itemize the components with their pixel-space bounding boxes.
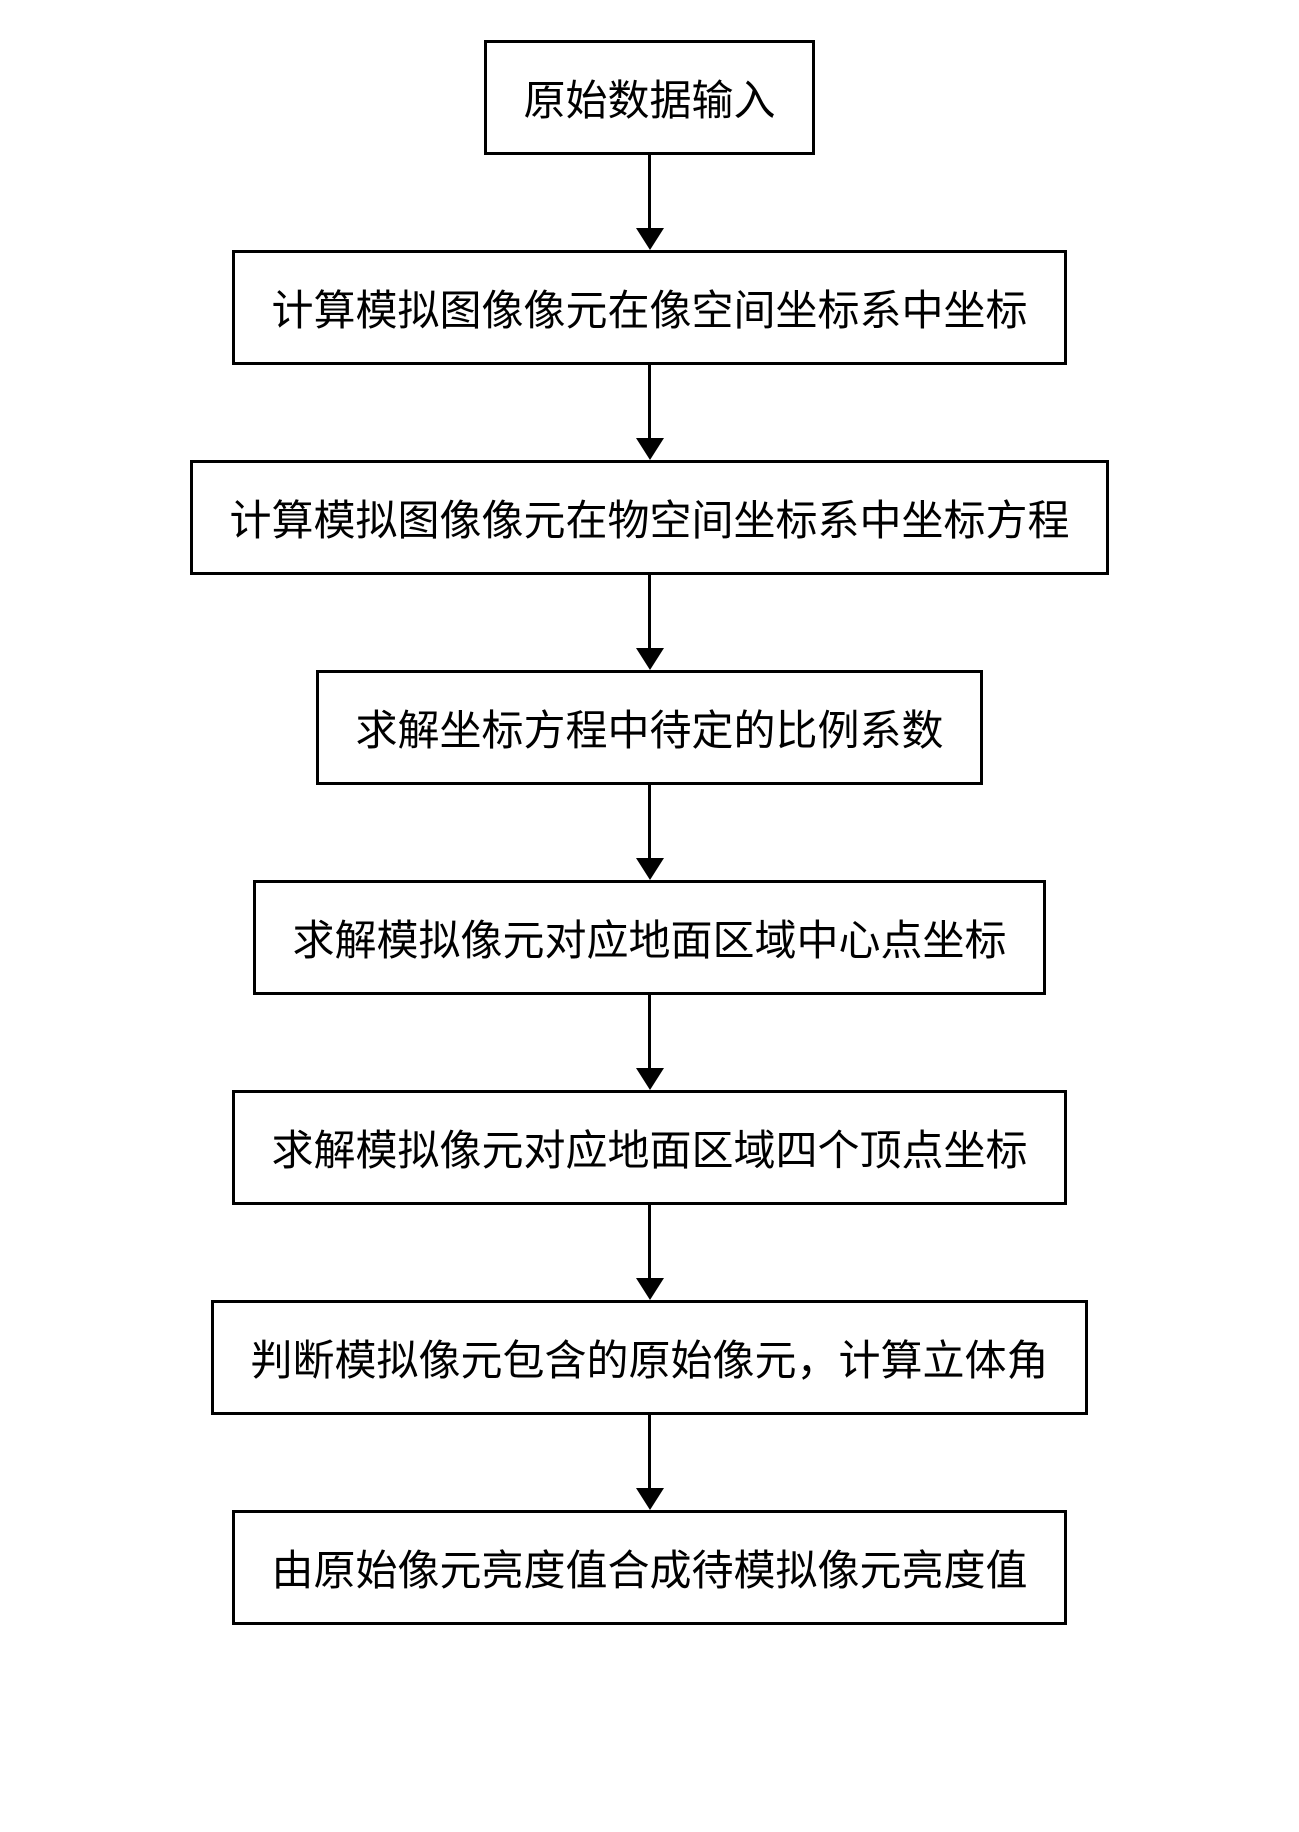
flowchart-step-2: 计算模拟图像像元在像空间坐标系中坐标 [232,250,1066,365]
step-label: 求解模拟像元对应地面区域四个顶点坐标 [271,1117,1027,1178]
flowchart-step-1: 原始数据输入 [484,40,814,155]
arrow-icon [636,995,664,1090]
arrow-icon [636,575,664,670]
step-label: 求解坐标方程中待定的比例系数 [355,697,943,758]
flowchart-step-3: 计算模拟图像像元在物空间坐标系中坐标方程 [190,460,1108,575]
step-label: 求解模拟像元对应地面区域中心点坐标 [292,907,1006,968]
flowchart-step-5: 求解模拟像元对应地面区域中心点坐标 [253,880,1045,995]
arrow-icon [636,155,664,250]
step-label: 判断模拟像元包含的原始像元，计算立体角 [250,1327,1048,1388]
arrow-icon [636,785,664,880]
flowchart-step-4: 求解坐标方程中待定的比例系数 [316,670,982,785]
flowchart-step-8: 由原始像元亮度值合成待模拟像元亮度值 [232,1510,1066,1625]
flowchart-step-7: 判断模拟像元包含的原始像元，计算立体角 [211,1300,1087,1415]
arrow-icon [636,1205,664,1300]
arrow-icon [636,1415,664,1510]
flowchart-container: 原始数据输入 计算模拟图像像元在像空间坐标系中坐标 计算模拟图像像元在物空间坐标… [50,40,1250,1625]
arrow-icon [636,365,664,460]
flowchart-step-6: 求解模拟像元对应地面区域四个顶点坐标 [232,1090,1066,1205]
step-label: 计算模拟图像像元在像空间坐标系中坐标 [271,277,1027,338]
step-label: 计算模拟图像像元在物空间坐标系中坐标方程 [229,487,1069,548]
step-label: 由原始像元亮度值合成待模拟像元亮度值 [271,1537,1027,1598]
step-label: 原始数据输入 [523,67,775,128]
